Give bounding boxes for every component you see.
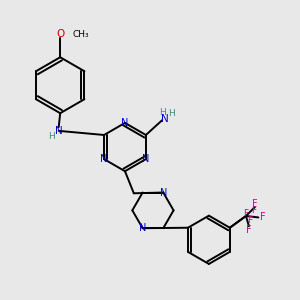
Text: N: N (139, 223, 146, 233)
Text: H: H (48, 132, 55, 141)
Text: H: H (159, 107, 166, 116)
Text: F: F (243, 209, 248, 218)
Text: F: F (260, 212, 266, 222)
Text: N: N (142, 154, 150, 164)
Text: O: O (56, 29, 64, 39)
Text: F: F (247, 216, 252, 225)
Text: F: F (246, 225, 252, 235)
Text: F: F (252, 199, 258, 208)
Text: CH₃: CH₃ (73, 30, 89, 39)
Text: N: N (121, 118, 129, 128)
Text: N: N (100, 154, 108, 164)
Text: N: N (160, 188, 167, 197)
Text: H: H (168, 109, 175, 118)
Text: N: N (55, 126, 63, 136)
Text: F: F (251, 206, 256, 214)
Text: N: N (161, 114, 169, 124)
